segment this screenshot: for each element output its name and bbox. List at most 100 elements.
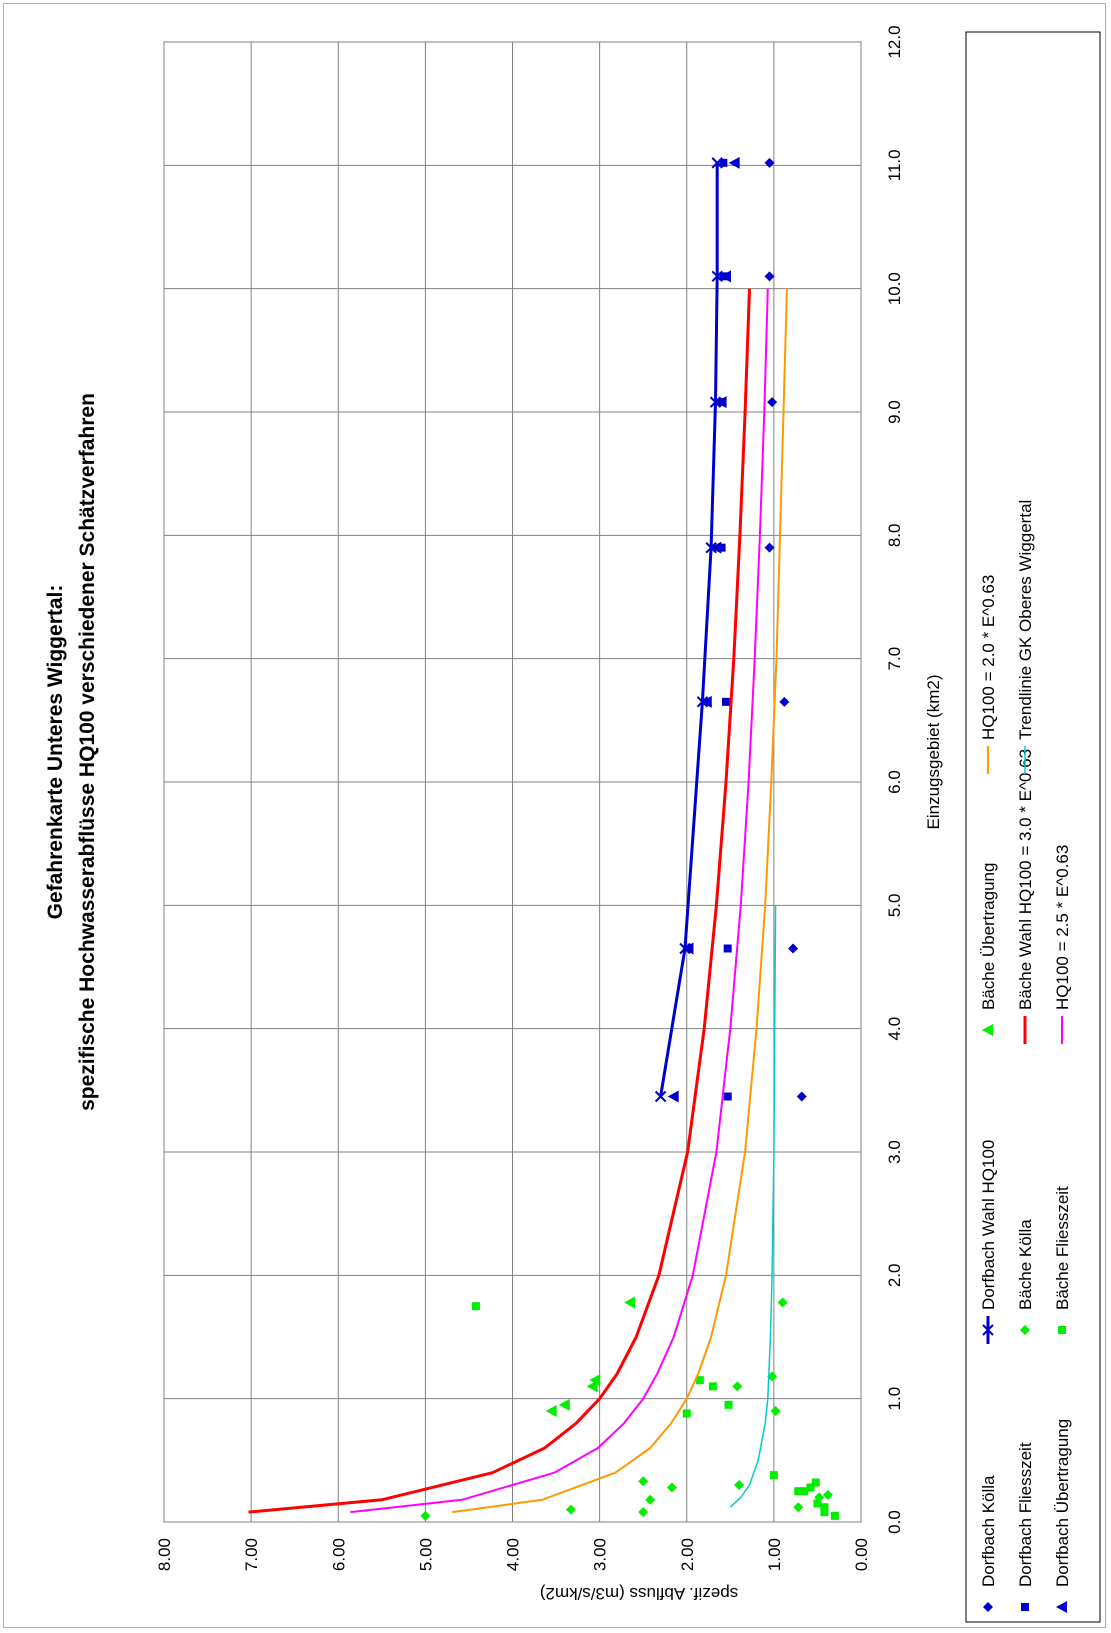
legend-entry: Bäche Wahl HQ100 = 3.0 * E^0.63 [1016, 749, 1035, 1044]
legend-entry: Dorfbach Kölla [979, 1475, 998, 1612]
data-point [645, 1494, 656, 1505]
x-tick-label: 6.0 [885, 770, 904, 794]
legend-swatch-marker [1021, 1603, 1029, 1611]
x-marker-stroke [709, 396, 722, 408]
series-line [350, 288, 769, 1514]
data-point [705, 541, 717, 554]
data-point [767, 1371, 778, 1382]
legend-entry: HQ100 = 2.0 * E^0.63 [979, 575, 998, 774]
data-point [721, 697, 730, 706]
legend-entry: Bäche Fliesszeit [1053, 1186, 1072, 1334]
x-marker-stroke [711, 157, 723, 169]
data-point [679, 942, 691, 955]
y-tick-label: 7.00 [242, 1538, 261, 1571]
legend-label: Dorfbach Übertragung [1053, 1419, 1072, 1587]
data-point [723, 944, 732, 953]
y-tick-label: 1.00 [765, 1538, 784, 1571]
y-axis-label: spezif. Abfluss (m3/s/km2) [540, 1584, 738, 1603]
series [729, 905, 777, 1508]
legend-label: Trendlinie GK Oberes Wiggertal [1016, 500, 1035, 740]
data-point [811, 1478, 820, 1487]
data-point [764, 542, 775, 553]
legend-label: Bäche Übertragung [979, 863, 998, 1010]
data-point [734, 1480, 745, 1490]
legend-swatch-marker [982, 1024, 993, 1036]
data-point [682, 1409, 691, 1418]
legend-entry: Bäche Kölla [1016, 1219, 1035, 1335]
data-point [820, 1508, 829, 1517]
data-point [788, 943, 799, 954]
data-point [830, 1511, 839, 1520]
x-tick-label: 1.0 [885, 1387, 904, 1411]
y-tick-label: 4.00 [504, 1538, 523, 1571]
data-point [719, 158, 728, 167]
data-point [779, 696, 790, 707]
x-tick-label: 5.0 [885, 894, 904, 918]
y-tick-label: 8.00 [155, 1538, 174, 1571]
x-tick-label: 4.0 [885, 1017, 904, 1041]
x-tick-label: 10.0 [885, 272, 904, 305]
x-tick-label: 12.0 [885, 25, 904, 58]
series-line [248, 288, 751, 1514]
series-line [729, 905, 777, 1508]
y-tick-label: 3.00 [591, 1538, 610, 1571]
data-point [666, 1482, 677, 1493]
legend [965, 31, 1101, 1623]
data-point [471, 1302, 480, 1311]
data-point [695, 1376, 704, 1385]
chart-title-group: Gefahrenkarte Unteres Wiggertal: spezifi… [44, 393, 99, 1111]
data-point [667, 1090, 679, 1103]
x-tick-label: 3.0 [885, 1140, 904, 1164]
legend-entry: Dorfbach Wahl HQ100 [979, 1140, 998, 1344]
x-tick-label: 11.0 [885, 149, 904, 181]
data-point [719, 270, 731, 283]
series [420, 1297, 833, 1521]
x-tick-labels: 0.0 1.0 2.0 3.0 4.0 5.0 6.0 7.0 8.0 9.0 10.0 11.0 12… [885, 25, 904, 1533]
legend-label: Bäche Kölla [1016, 1219, 1035, 1310]
data-point [723, 1092, 732, 1101]
data-point [793, 1502, 804, 1513]
x-marker-stroke [982, 1324, 994, 1336]
series-layer [248, 156, 839, 1521]
legend-swatch-marker [1056, 1601, 1067, 1613]
legend-label: Dorfbach Fliesszeit [1016, 1442, 1035, 1587]
data-point [770, 1406, 781, 1416]
data-point [565, 1504, 576, 1515]
data-point [777, 1297, 788, 1308]
legend-label: Bäche Wahl HQ100 = 3.0 * E^0.63 [1016, 749, 1035, 1010]
series [471, 1302, 839, 1520]
data-point [638, 1476, 649, 1487]
grid-layer [163, 41, 862, 1523]
data-point [769, 1471, 778, 1480]
y-tick-labels: 0.00 1.00 2.00 3.00 4.00 5.00 6.00 7.00 8.00 [155, 1538, 871, 1571]
legend-entry: Trendlinie GK Oberes Wiggertal [1016, 500, 1035, 774]
series [350, 288, 769, 1514]
x-tick-label: 9.0 [885, 400, 904, 424]
legend-swatch-marker [983, 1602, 993, 1612]
data-point [545, 1405, 557, 1417]
data-point [696, 696, 709, 708]
x-tick-label: 0.0 [885, 1510, 904, 1534]
chart-subtitle: spezifische Hochwasserabflüsse HQ100 ver… [76, 393, 99, 1111]
data-point [711, 270, 723, 283]
data-point [682, 942, 694, 955]
data-point [558, 1398, 570, 1411]
data-point [654, 1090, 667, 1103]
data-point [764, 157, 775, 168]
data-point [728, 156, 740, 169]
data-point [724, 1400, 733, 1409]
x-marker-stroke [711, 270, 723, 283]
x-marker-stroke [654, 1090, 667, 1103]
series [452, 288, 788, 1514]
data-point [710, 541, 722, 554]
legend-swatch-marker [1058, 1326, 1066, 1334]
data-point [717, 543, 726, 552]
data-point [800, 1487, 809, 1496]
series-line [452, 288, 788, 1514]
series [764, 157, 807, 1102]
y-tick-label: 0.00 [852, 1538, 871, 1571]
legend-entry: Dorfbach Übertragung [1053, 1419, 1072, 1613]
data-point [732, 1381, 743, 1392]
data-point [638, 1507, 649, 1518]
